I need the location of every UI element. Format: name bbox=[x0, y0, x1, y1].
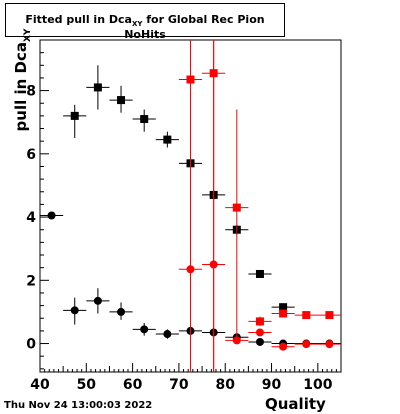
data-point-square bbox=[279, 309, 288, 318]
chart-title: Fitted pull in DcaXY for Global Rec Pion… bbox=[25, 13, 265, 42]
x-axis-label: Quality bbox=[265, 395, 326, 413]
data-point-square bbox=[325, 311, 334, 320]
data-point-circle bbox=[232, 336, 241, 345]
x-tick-label: 40 bbox=[30, 377, 50, 393]
data-point-circle bbox=[186, 265, 195, 274]
data-point-square bbox=[255, 269, 264, 278]
data-point-circle bbox=[209, 260, 218, 269]
data-point-circle bbox=[117, 307, 126, 316]
data-point-square bbox=[93, 83, 102, 92]
y-tick-label: 0 bbox=[26, 337, 36, 353]
data-point-circle bbox=[140, 325, 149, 334]
x-tick-label: 50 bbox=[77, 377, 97, 393]
timestamp-footer: Thu Nov 24 13:00:03 2022 bbox=[4, 400, 153, 411]
x-tick-label: 80 bbox=[215, 377, 235, 393]
x-tick-label: 90 bbox=[262, 377, 282, 393]
data-point-circle bbox=[93, 296, 102, 305]
data-point-square bbox=[70, 111, 79, 120]
data-point-circle bbox=[302, 340, 311, 349]
x-tick-label: 100 bbox=[303, 377, 332, 393]
data-point-square bbox=[117, 96, 126, 105]
data-point-square bbox=[302, 311, 311, 320]
data-point-square bbox=[232, 203, 241, 212]
chart-title-box: Fitted pull in DcaXY for Global Rec Pion… bbox=[5, 3, 285, 41]
x-tick-label: 70 bbox=[169, 377, 189, 393]
data-point-circle bbox=[70, 306, 79, 315]
y-tick-label: 4 bbox=[26, 210, 36, 226]
data-point-circle bbox=[279, 342, 288, 351]
data-point-circle bbox=[255, 337, 264, 346]
x-tick-label: 60 bbox=[123, 377, 143, 393]
data-point-circle bbox=[163, 330, 172, 339]
data-point-square bbox=[163, 135, 172, 144]
data-point-square bbox=[279, 303, 288, 312]
data-point-square bbox=[255, 317, 264, 326]
data-point-circle bbox=[255, 328, 264, 337]
y-tick-label: 6 bbox=[26, 147, 36, 163]
data-point-circle bbox=[325, 340, 334, 349]
data-point-square bbox=[140, 115, 149, 124]
y-axis-label: pull in DcaXY bbox=[12, 28, 33, 132]
data-point-circle bbox=[47, 211, 56, 220]
y-tick-label: 8 bbox=[26, 84, 36, 100]
y-tick-label: 2 bbox=[26, 273, 36, 289]
